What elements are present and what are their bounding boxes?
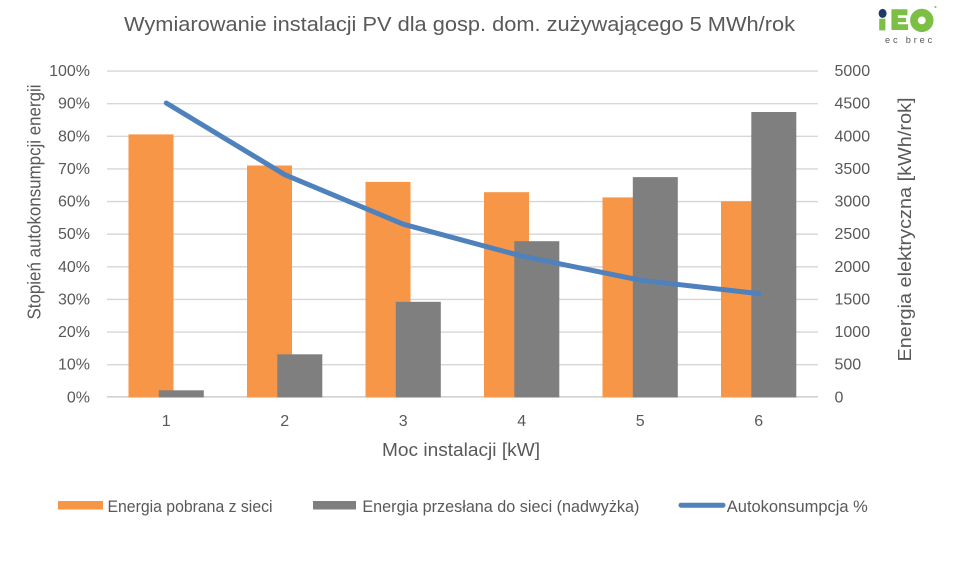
svg-text:80%: 80% (58, 128, 90, 145)
svg-text:Moc instalacji [kW]: Moc instalacji [kW] (382, 440, 540, 460)
svg-text:2500: 2500 (835, 226, 871, 243)
svg-text:40%: 40% (58, 259, 90, 276)
svg-text:30%: 30% (58, 291, 90, 308)
svg-text:2000: 2000 (835, 259, 871, 276)
svg-text:Energia elektryczna [kWh/rok]: Energia elektryczna [kWh/rok] (895, 98, 915, 362)
svg-text:5000: 5000 (835, 63, 871, 80)
svg-text:2: 2 (280, 413, 289, 430)
svg-text:Energia pobrana z sieci: Energia pobrana z sieci (108, 498, 273, 516)
svg-text:4000: 4000 (835, 128, 871, 145)
svg-text:4: 4 (517, 413, 526, 430)
svg-text:1500: 1500 (835, 291, 871, 308)
svg-text:Energia przesłana do sieci (na: Energia przesłana do sieci (nadwyżka) (362, 498, 639, 516)
svg-text:90%: 90% (58, 96, 90, 113)
svg-text:50%: 50% (58, 226, 90, 243)
svg-text:10%: 10% (58, 357, 90, 374)
svg-text:70%: 70% (58, 161, 90, 178)
svg-text:500: 500 (835, 357, 862, 374)
svg-text:1: 1 (162, 413, 171, 430)
svg-text:60%: 60% (58, 194, 90, 211)
svg-text:3500: 3500 (835, 161, 871, 178)
svg-text:0%: 0% (67, 389, 90, 406)
svg-text:3: 3 (399, 413, 408, 430)
svg-text:0: 0 (835, 389, 844, 406)
svg-text:3000: 3000 (835, 194, 871, 211)
svg-text:Autokonsumpcja %: Autokonsumpcja % (727, 498, 868, 516)
svg-text:Wymiarowanie instalacji PV dla: Wymiarowanie instalacji PV dla gosp. dom… (124, 14, 796, 36)
svg-text:20%: 20% (58, 324, 90, 341)
svg-text:100%: 100% (49, 63, 90, 80)
svg-text:1000: 1000 (835, 324, 871, 341)
svg-text:5: 5 (636, 413, 645, 430)
svg-text:Stopień autokonsumpcji energii: Stopień autokonsumpcji energii (25, 85, 45, 320)
svg-text:6: 6 (754, 413, 763, 430)
svg-text:ec brec: ec brec (885, 35, 935, 45)
svg-text:4500: 4500 (835, 96, 871, 113)
